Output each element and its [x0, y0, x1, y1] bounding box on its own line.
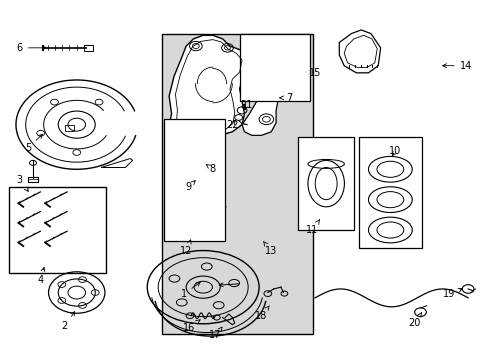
Text: 13: 13	[263, 242, 277, 256]
Text: 10: 10	[388, 147, 401, 157]
FancyBboxPatch shape	[9, 187, 106, 273]
FancyBboxPatch shape	[358, 137, 421, 248]
Text: 7: 7	[279, 93, 292, 103]
Text: 8: 8	[206, 164, 216, 174]
Text: 18: 18	[255, 306, 269, 321]
Text: 2: 2	[61, 312, 75, 332]
Text: 17: 17	[209, 327, 222, 341]
FancyBboxPatch shape	[162, 33, 312, 334]
Text: 6: 6	[17, 43, 46, 53]
Text: 3: 3	[17, 175, 28, 191]
FancyBboxPatch shape	[164, 119, 224, 241]
Text: 12: 12	[180, 240, 192, 256]
Text: 15: 15	[308, 68, 321, 78]
Polygon shape	[169, 35, 251, 135]
Text: 19: 19	[442, 288, 461, 299]
Text: 4: 4	[37, 267, 45, 285]
FancyBboxPatch shape	[84, 45, 93, 51]
Text: 20: 20	[407, 313, 421, 328]
Polygon shape	[101, 158, 132, 167]
FancyBboxPatch shape	[28, 177, 38, 182]
Text: 1: 1	[180, 282, 200, 299]
Text: 14: 14	[442, 61, 471, 71]
FancyBboxPatch shape	[239, 33, 309, 102]
FancyBboxPatch shape	[297, 137, 353, 230]
Text: 11: 11	[306, 220, 319, 235]
Polygon shape	[339, 30, 380, 73]
Text: 21: 21	[240, 100, 253, 110]
Text: 16: 16	[182, 320, 200, 333]
Polygon shape	[242, 51, 287, 135]
Text: 22: 22	[225, 120, 238, 130]
Text: 9: 9	[185, 181, 195, 192]
FancyBboxPatch shape	[238, 104, 245, 109]
Text: 5: 5	[25, 134, 42, 153]
